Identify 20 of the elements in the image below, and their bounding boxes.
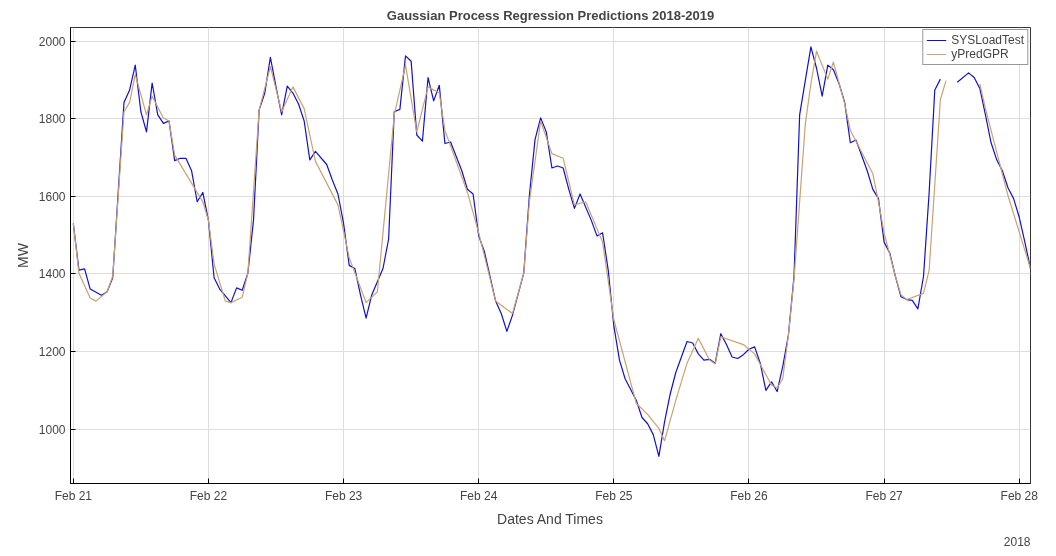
y-tick-label: 1200 bbox=[38, 345, 66, 360]
y-axis-title: MW bbox=[14, 242, 31, 268]
legend-label: SYSLoadTest bbox=[951, 33, 1024, 47]
x-tick-label: Feb 25 bbox=[595, 488, 633, 503]
legend-label: yPredGPR bbox=[951, 47, 1009, 61]
y-tick-label: 1400 bbox=[38, 267, 66, 282]
x-tick-label: Feb 23 bbox=[324, 488, 363, 503]
x-tick-label: Feb 28 bbox=[1000, 488, 1039, 503]
x-tick-label: Feb 26 bbox=[730, 488, 768, 503]
x-axis-title: Dates And Times bbox=[497, 510, 603, 527]
y-tick-label: 1000 bbox=[38, 422, 66, 437]
y-tick-label: 1600 bbox=[38, 189, 66, 204]
x-tick-label: Feb 22 bbox=[189, 488, 228, 503]
x-tick-label: Feb 24 bbox=[460, 488, 498, 503]
x-tick-label: Feb 21 bbox=[54, 488, 93, 503]
x-tick-label: Feb 27 bbox=[865, 488, 904, 503]
chart-title: Gaussian Process Regression Predictions 2018-2019 bbox=[386, 7, 715, 23]
text: 2018 bbox=[1003, 534, 1031, 549]
y-tick-label: 1800 bbox=[38, 112, 66, 127]
y-tick-label: 2000 bbox=[38, 34, 66, 49]
